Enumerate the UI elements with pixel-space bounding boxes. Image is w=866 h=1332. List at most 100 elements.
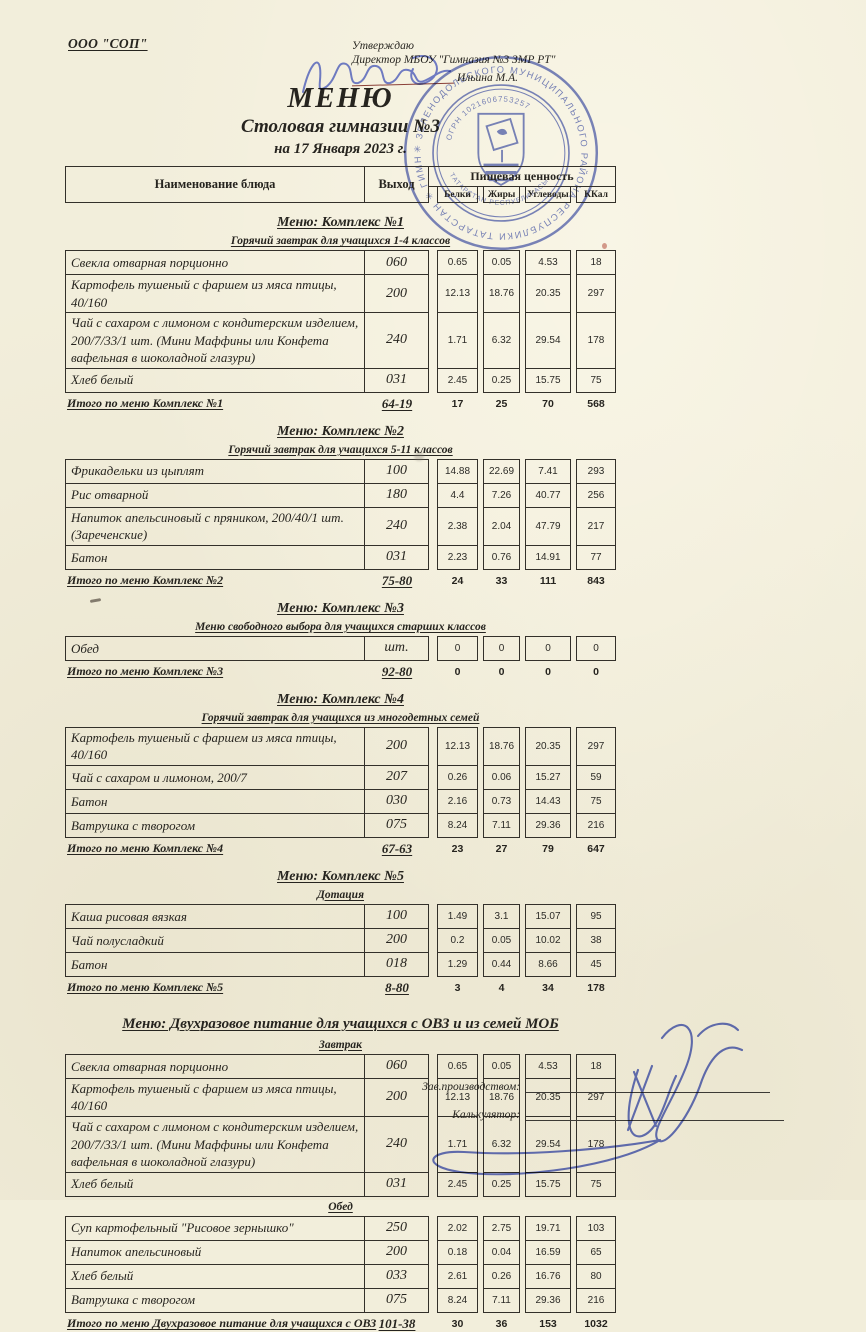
table-row: Ватрушка с творогом 075 8.24 7.11 29.36 216 (65, 813, 616, 838)
value-cell: 8.24 (437, 1288, 478, 1313)
value-cell: 0.26 (437, 765, 478, 790)
total-value-cell: 34 (542, 981, 554, 994)
total-value-cell: 25 (495, 397, 508, 410)
section-subtitle: Горячий завтрак для учащихся из многодет… (201, 711, 480, 724)
value-cell: 0.65 (437, 250, 478, 275)
output-cell: 240 (365, 507, 429, 546)
value-cell: 18.76 (483, 1078, 520, 1118)
dish-name-cell: Хлеб белый (65, 368, 365, 393)
value-cell: 2.16 (437, 789, 478, 814)
output-cell: 200 (365, 726, 429, 766)
dish-name-cell: Свекла отварная порционно (65, 1053, 365, 1079)
value-cell: 0.25 (483, 1172, 520, 1197)
table-row: Хлеб белый 031 2.45 0.25 15.75 75 (65, 1172, 616, 1197)
section-title: Меню: Комплекс №2 (277, 423, 404, 439)
output-cell: 200 (365, 928, 429, 953)
scan-artifact (414, 452, 424, 461)
output-cell: 240 (365, 313, 429, 369)
total-value-cell: 23 (451, 842, 464, 855)
menu-table: Обед шт. 0 0 0 0 (65, 635, 616, 661)
value-cell: 0 (576, 635, 616, 661)
dish-name-cell: Напиток апельсиновый с пряником, 200/40/… (65, 507, 365, 546)
total-value-cell: 17 (451, 397, 464, 410)
value-cell: 18 (576, 1053, 616, 1079)
value-cell: 3.1 (483, 903, 520, 929)
calculator-label: Калькулятор: (452, 1109, 520, 1121)
dish-name-cell: Суп картофельный "Рисовое зернышко" (65, 1215, 365, 1241)
section-subtitle: Горячий завтрак для учащихся 1-4 классов (230, 235, 451, 247)
value-cell: 29.36 (525, 1288, 571, 1313)
value-cell: 2.75 (483, 1215, 520, 1241)
calculator-signature-line (526, 1106, 784, 1121)
total-output: 101-38 (378, 1315, 416, 1331)
dish-name-cell: Батон (65, 545, 365, 570)
section-subtitle: Горячий завтрак для учащихся 5-11 классо… (228, 443, 453, 456)
dish-name-cell: Чай полусладкий (65, 928, 365, 953)
table-row: Чай с сахаром с лимоном с кондитерским и… (65, 313, 616, 369)
total-output: 92-80 (381, 663, 413, 679)
dish-name-cell: Рис отварной (65, 483, 365, 508)
value-cell: 4.53 (525, 1053, 571, 1079)
table-row: Напиток апельсиновый 200 0.18 0.04 16.59 65 (65, 1240, 616, 1265)
table-row: Батон 018 1.29 0.44 8.66 45 (65, 952, 616, 977)
value-cell: 12.13 (437, 275, 478, 314)
total-row: Итого по меню Комплекс №4 67-63 23 27 79 647 (65, 841, 616, 857)
total-output: 67-63 (381, 840, 413, 856)
value-cell: 216 (576, 813, 616, 838)
table-row: Свекла отварная порционно 060 0.65 0.05 4.53… (65, 250, 616, 275)
total-label: Итого по меню Комплекс №5 (67, 980, 224, 995)
value-cell: 14.88 (437, 458, 478, 484)
value-cell: 47.79 (525, 507, 571, 546)
value-cell: 178 (576, 313, 616, 369)
production-manager-label: Зав.производством: (422, 1081, 520, 1093)
output-cell: 031 (365, 1172, 429, 1197)
output-cell: 100 (365, 903, 429, 929)
value-cell: 2.02 (437, 1215, 478, 1241)
scan-artifact (602, 243, 607, 249)
total-row: Итого по меню Двухразовое питание для уч… (65, 1316, 616, 1332)
value-cell: 7.11 (483, 1288, 520, 1313)
value-cell: 8.24 (437, 813, 478, 838)
col-output: Выход (365, 166, 429, 203)
output-cell: 031 (365, 545, 429, 570)
output-cell: 075 (365, 813, 429, 838)
value-cell: 1.71 (437, 313, 478, 369)
value-cell: 0.25 (483, 368, 520, 393)
output-cell: 033 (365, 1264, 429, 1289)
value-cell: 15.75 (525, 1172, 571, 1197)
total-label: Итого по меню Комплекс №4 (67, 841, 224, 856)
value-cell: 2.38 (437, 507, 478, 546)
output-cell: 180 (365, 483, 429, 508)
table-row: Чай с сахаром и лимоном, 200/7 207 0.26 0.0… (65, 765, 616, 790)
value-cell: 297 (576, 275, 616, 314)
value-cell: 0.06 (483, 765, 520, 790)
value-cell: 6.32 (483, 313, 520, 369)
section-title: Меню: Двухразовое питание для учащихся с… (122, 1015, 559, 1032)
output-cell: 060 (365, 1053, 429, 1079)
value-cell: 19.71 (525, 1215, 571, 1241)
col-nutrition-group: Пищевая ценность (429, 166, 616, 187)
value-cell: 0 (437, 635, 478, 661)
section-title: Меню: Комплекс №5 (277, 868, 404, 884)
total-value-cell: 568 (587, 397, 605, 410)
dish-name-cell: Батон (65, 952, 365, 977)
value-cell: 0.26 (483, 1264, 520, 1289)
total-value-cell: 70 (542, 397, 554, 410)
value-cell: 0.65 (437, 1053, 478, 1079)
dish-name-cell: Батон (65, 789, 365, 814)
page-date: на 17 Января 2023 г. (274, 141, 407, 157)
value-cell: 65 (576, 1240, 616, 1265)
value-cell: 29.54 (525, 313, 571, 369)
total-value-cell: 4 (498, 981, 505, 994)
value-cell: 0.05 (483, 1053, 520, 1079)
output-cell: 240 (365, 1117, 429, 1173)
total-value-cell: 843 (587, 574, 605, 587)
dish-name-cell: Хлеб белый (65, 1172, 365, 1197)
menu-section: Меню: Комплекс №5 Дотация Каша рисовая вяз… (65, 869, 616, 996)
stamp-coat-of-arms-icon (477, 112, 525, 186)
value-cell: 256 (576, 483, 616, 508)
total-value-cell: 0 (454, 665, 461, 678)
total-value-cell: 0 (545, 665, 551, 678)
value-cell: 8.66 (525, 952, 571, 977)
